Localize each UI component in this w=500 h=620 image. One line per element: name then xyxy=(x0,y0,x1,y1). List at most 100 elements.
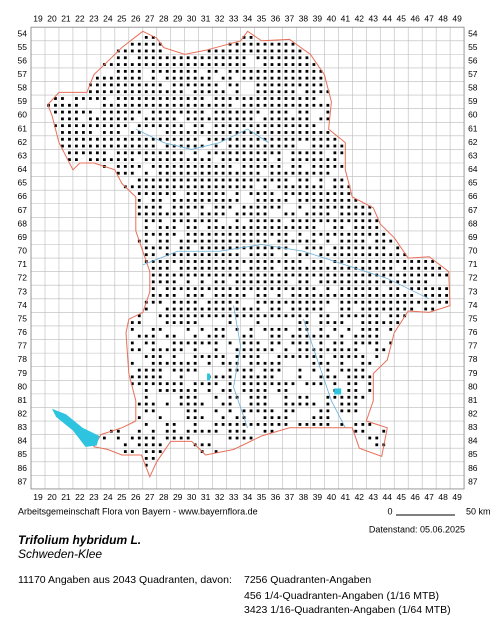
occurrence-dot xyxy=(186,409,190,413)
occurrence-dot xyxy=(319,321,323,324)
occurrence-dot xyxy=(214,124,218,128)
occurrence-dot xyxy=(382,321,386,324)
occurrence-dot xyxy=(361,341,365,345)
occurrence-dot xyxy=(242,76,246,80)
occurrence-dot xyxy=(319,273,323,277)
occurrence-dot xyxy=(200,90,204,94)
occurrence-dot xyxy=(291,171,295,175)
occurrence-dot xyxy=(221,416,225,420)
occurrence-dot xyxy=(277,90,281,94)
occurrence-dot xyxy=(249,226,253,229)
occurrence-dot xyxy=(130,341,134,345)
occurrence-dot xyxy=(228,409,232,413)
occurrence-dot xyxy=(95,90,99,94)
occurrence-dot xyxy=(424,280,428,284)
occurrence-dot xyxy=(291,63,295,66)
occurrence-dot xyxy=(340,423,344,426)
occurrence-dot xyxy=(340,287,344,291)
occurrence-dot xyxy=(144,456,148,460)
occurrence-dot xyxy=(137,90,141,94)
occurrence-dot xyxy=(193,226,197,229)
occurrence-dot xyxy=(305,382,309,386)
occurrence-dot xyxy=(305,300,309,304)
occurrence-dot xyxy=(221,178,225,182)
occurrence-dot xyxy=(389,341,393,345)
occurrence-dot xyxy=(305,287,309,291)
occurrence-dot xyxy=(291,226,295,229)
occurrence-dot xyxy=(207,56,211,60)
occurrence-dot xyxy=(200,76,204,80)
occurrence-dot xyxy=(151,178,155,182)
occurrence-dot xyxy=(263,131,267,134)
occurrence-dot xyxy=(186,226,190,229)
occurrence-dot xyxy=(158,165,162,168)
occurrence-dot xyxy=(291,287,295,291)
occurrence-dot xyxy=(263,117,267,121)
occurrence-dot xyxy=(340,151,344,155)
occurrence-dot xyxy=(249,273,253,277)
occurrence-dot xyxy=(228,300,232,304)
occurrence-dot xyxy=(123,97,127,100)
occurrence-dot xyxy=(179,287,183,291)
occurrence-dot xyxy=(319,327,323,331)
occurrence-dot xyxy=(214,423,218,426)
occurrence-dot xyxy=(312,307,316,311)
occurrence-dot xyxy=(242,35,246,39)
occurrence-dot xyxy=(382,280,386,284)
occurrence-dot xyxy=(298,117,302,121)
occurrence-dot xyxy=(319,314,323,318)
occurrence-dot xyxy=(151,97,155,100)
occurrence-dot xyxy=(270,287,274,291)
occurrence-dot xyxy=(249,178,253,182)
occurrence-dot xyxy=(284,246,288,250)
occurrence-dot xyxy=(298,253,302,257)
occurrence-dot xyxy=(165,239,169,243)
occurrence-dot xyxy=(165,69,169,73)
occurrence-dot xyxy=(88,151,92,155)
occurrence-dot xyxy=(368,226,372,229)
stats-line: 3423 1/16-Quadranten-Angaben (1/64 MTB) xyxy=(244,604,451,616)
occurrence-dot xyxy=(256,246,260,250)
occurrence-dot xyxy=(228,69,232,73)
occurrence-dot xyxy=(347,402,351,406)
occurrence-dot xyxy=(333,178,337,182)
occurrence-dot xyxy=(193,137,197,141)
occurrence-dot xyxy=(417,260,421,263)
x-label: 32 xyxy=(215,492,225,502)
occurrence-dot xyxy=(319,375,323,379)
y-label: 87 xyxy=(468,476,478,486)
occurrence-dot xyxy=(242,280,246,284)
occurrence-dot xyxy=(298,402,302,406)
occurrence-dot xyxy=(319,185,323,189)
scale-end: 50 km xyxy=(466,506,491,516)
occurrence-dot xyxy=(221,171,225,175)
occurrence-dot xyxy=(179,83,183,87)
occurrence-dot xyxy=(319,69,323,73)
x-label: 47 xyxy=(424,13,434,23)
y-label: 85 xyxy=(468,449,478,459)
occurrence-dot xyxy=(347,219,351,223)
occurrence-dot xyxy=(165,429,169,433)
y-label: 64 xyxy=(18,164,28,174)
occurrence-dot xyxy=(368,205,372,209)
occurrence-dot xyxy=(256,83,260,87)
occurrence-dot xyxy=(207,341,211,345)
occurrence-dot xyxy=(249,117,253,121)
occurrence-dot xyxy=(137,103,141,107)
occurrence-dot xyxy=(116,90,120,94)
occurrence-dot xyxy=(221,63,225,66)
occurrence-dot xyxy=(228,158,232,162)
occurrence-dot xyxy=(165,361,169,365)
occurrence-dot xyxy=(298,110,302,114)
occurrence-dot xyxy=(200,294,204,297)
occurrence-dot xyxy=(130,151,134,155)
occurrence-dot xyxy=(214,103,218,107)
occurrence-dot xyxy=(396,300,400,304)
occurrence-dot xyxy=(361,368,365,372)
occurrence-dot xyxy=(312,76,316,80)
occurrence-dot xyxy=(228,273,232,277)
occurrence-dot xyxy=(61,97,64,100)
x-label: 42 xyxy=(355,492,365,502)
occurrence-dot xyxy=(270,253,274,257)
occurrence-dot xyxy=(242,49,246,53)
